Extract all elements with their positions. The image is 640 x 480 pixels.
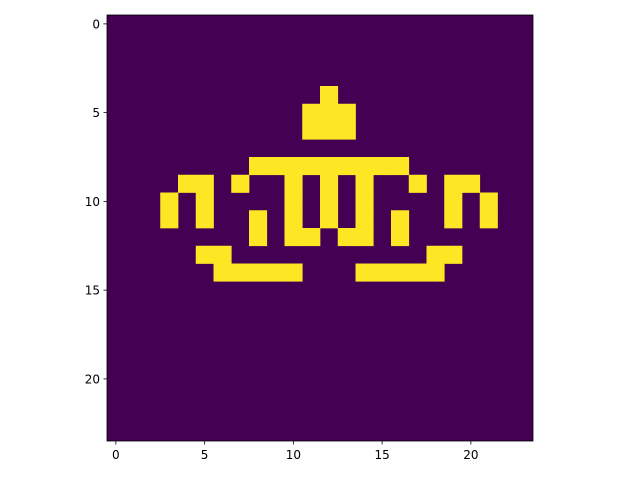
y-tick-label: 0: [92, 17, 100, 31]
y-tick-label: 5: [92, 106, 100, 120]
heatmap-cell: [284, 157, 303, 176]
heatmap-cell: [195, 192, 214, 211]
x-tick-label: 20: [463, 448, 478, 462]
x-axis: 0 5 10 15 20: [112, 441, 479, 462]
heatmap-cell: [373, 157, 392, 176]
heatmap-cell: [160, 192, 179, 211]
heatmap-cell: [426, 263, 445, 282]
heatmap-cell: [479, 192, 498, 211]
heatmap-cell: [320, 157, 339, 176]
heatmap-cell: [284, 174, 303, 193]
heatmap-cell: [178, 174, 197, 193]
heatmap-cell: [444, 210, 463, 229]
heatmap-cell: [302, 157, 321, 176]
heatmap-cell: [320, 86, 339, 105]
axes-frame: [106, 14, 534, 442]
heatmap-cell: [213, 263, 232, 282]
heatmap-cell: [195, 210, 214, 229]
heatmap-cell: [195, 174, 214, 193]
heatmap-cell: [355, 228, 374, 247]
x-tick-label: 15: [374, 448, 389, 462]
heatmap-cell: [284, 210, 303, 229]
y-tick-label: 20: [85, 372, 100, 386]
heatmap-cell: [302, 121, 321, 140]
heatmap-cell: [408, 174, 427, 193]
heatmap-cell: [160, 210, 179, 229]
heatmap-cell: [355, 174, 374, 193]
heatmap-cell: [302, 228, 321, 247]
heatmap-cell: [373, 263, 392, 282]
heatmap-cell: [444, 245, 463, 264]
heatmap-cell: [195, 245, 214, 264]
heatmap-cell: [320, 103, 339, 122]
heatmap-cell: [355, 157, 374, 176]
heatmap-cell: [462, 174, 481, 193]
x-tick-label: 0: [112, 448, 120, 462]
plot-area: [106, 14, 534, 442]
heatmap-cell: [249, 228, 268, 247]
heatmap-cell: [444, 174, 463, 193]
heatmap-cell: [266, 263, 285, 282]
heatmap-cell: [408, 263, 427, 282]
heatmap-cell: [320, 210, 339, 229]
heatmap-cell: [249, 157, 268, 176]
heatmap-cell: [231, 263, 250, 282]
x-tick-label: 10: [286, 448, 301, 462]
heatmap-cell: [320, 174, 339, 193]
y-tick-label: 15: [85, 284, 100, 298]
heatmap-cell: [337, 103, 356, 122]
heatmap-cell: [249, 210, 268, 229]
heatmap-cell: [320, 192, 339, 211]
heatmap-cell: [213, 245, 232, 264]
heatmap-cell: [391, 210, 410, 229]
heatmap-cell: [249, 263, 268, 282]
heatmap-cell: [231, 174, 250, 193]
y-tick-label: 10: [85, 195, 100, 209]
heatmap-cell: [284, 228, 303, 247]
x-tick-label: 5: [201, 448, 209, 462]
heatmap-cell: [302, 103, 321, 122]
heatmap-cell: [355, 192, 374, 211]
heatmap-cell: [355, 210, 374, 229]
y-axis: 0 5 10 15 20: [85, 17, 107, 386]
heatmap-cell: [266, 157, 285, 176]
heatmap-cell: [337, 121, 356, 140]
heatmap-cell: [284, 192, 303, 211]
heatmap-cell: [391, 263, 410, 282]
heatmap-cell: [479, 210, 498, 229]
heatmap-cell: [391, 157, 410, 176]
heatmap-cell: [444, 192, 463, 211]
heatmap-cell: [337, 228, 356, 247]
heatmap-cell: [355, 263, 374, 282]
heatmap-cell: [337, 157, 356, 176]
heatmap-cell: [426, 245, 445, 264]
heatmap-cell: [320, 121, 339, 140]
heatmap-cell: [284, 263, 303, 282]
heatmap-cell: [391, 228, 410, 247]
